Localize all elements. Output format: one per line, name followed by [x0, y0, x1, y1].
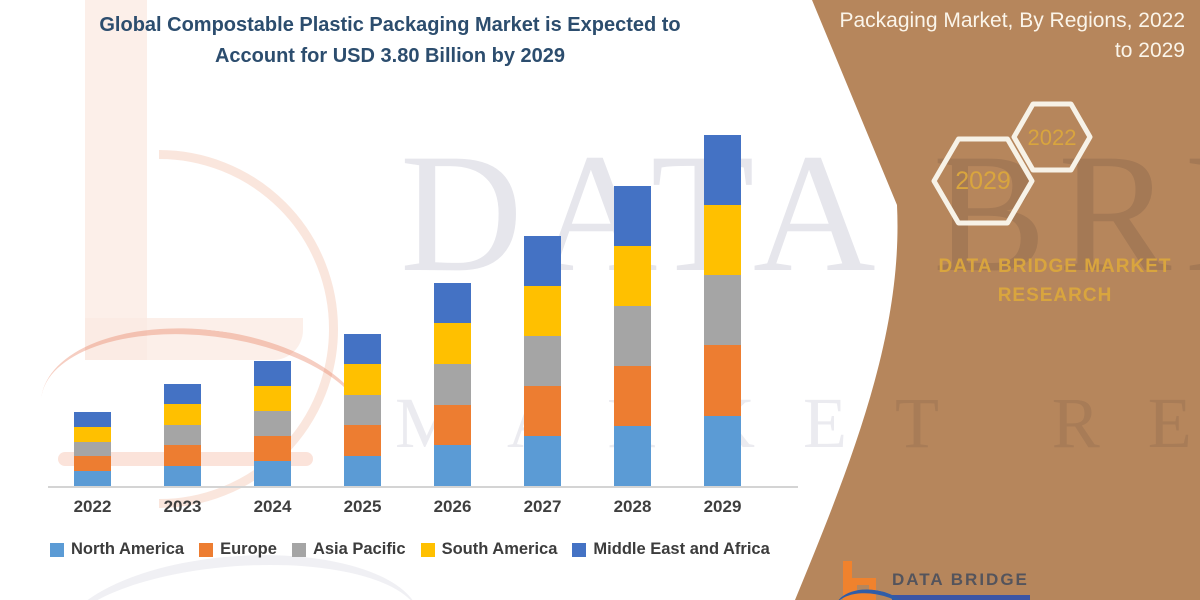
hexagon-badges [931, 101, 1093, 226]
footer-logo-b-stem [843, 561, 852, 600]
banner-heading-line1: Packaging Market, By Regions, 2022 [839, 9, 1185, 32]
chart-title: Global Compostable Plastic Packaging Mar… [60, 10, 720, 72]
side-banner-polygon [795, 0, 1200, 600]
watermark-b-stem [85, 0, 147, 360]
chart-title-line2: Account for USD 3.80 Billion by 2029 [214, 45, 566, 67]
legend-item-south-america: South America [420, 540, 558, 559]
legend-label: Middle East and Africa [593, 540, 770, 558]
legend-swatch-icon [572, 542, 587, 557]
footer-logo-blue-strip [892, 595, 1030, 600]
hexagon-2029-label: 2029 [955, 167, 1011, 195]
legend-item-north-america: North America [50, 540, 184, 559]
legend-swatch-icon [291, 542, 306, 557]
legend-label: Asia Pacific [312, 540, 406, 558]
hexagon-2022-outline [1011, 101, 1093, 173]
banner-heading: Packaging Market, By Regions, 2022 to 20… [765, 6, 1185, 66]
hexagon-2022-label: 2022 [1027, 125, 1077, 150]
legend-item-middle-east-and-africa: Middle East and Africa [572, 540, 770, 559]
legend-label: South America [441, 540, 558, 558]
banner-heading-line2: to 2029 [1114, 39, 1185, 62]
legend-label: Europe [220, 540, 277, 558]
chart-legend: North America Europe Asia Pacific South Ame… [50, 540, 790, 559]
legend-item-europe: Europe [199, 540, 277, 559]
footer-logo-b-icon [843, 561, 881, 600]
legend-swatch-icon [50, 542, 64, 557]
brand-wordmark-line1: DATA BRIDGE MARKET [938, 256, 1172, 277]
chart-title-line1: Global Compostable Plastic Packaging Mar… [99, 14, 681, 36]
legend-swatch-icon [420, 542, 435, 557]
brand-wordmark-line2: RESEARCH [997, 285, 1113, 306]
footer-logo-b-bowl [850, 578, 876, 600]
legend-item-asia-pacific: Asia Pacific [291, 540, 406, 559]
footer-logo-brand-text: DATA BRIDGE [892, 570, 1029, 589]
x-axis-line [48, 486, 798, 488]
legend-swatch-icon [199, 542, 214, 557]
hexagon-2029-outline [931, 136, 1035, 226]
brand-wordmark: DATA BRIDGE MARKET RESEARCH [930, 252, 1180, 310]
legend-label: North America [71, 540, 185, 558]
